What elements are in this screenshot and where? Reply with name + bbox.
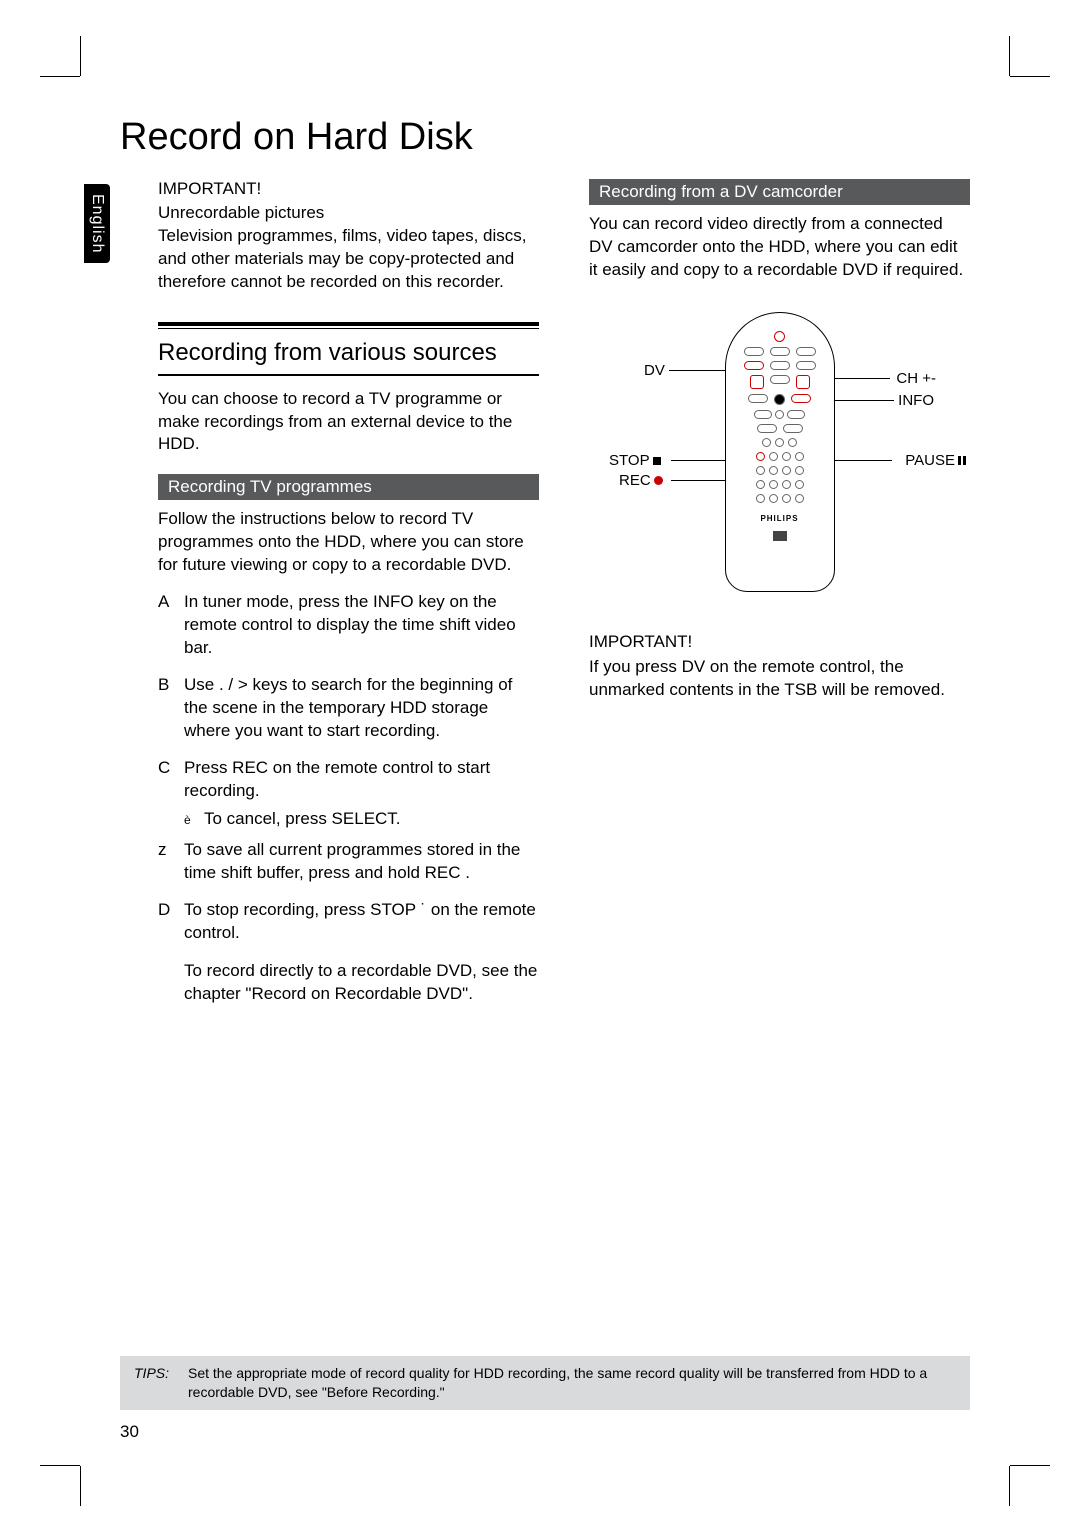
callout-pause: PAUSE bbox=[905, 452, 966, 469]
section-title: Recording from various sources bbox=[158, 339, 539, 368]
step-body: Use . / > keys to search for the beginni… bbox=[184, 674, 539, 743]
step-letter: A bbox=[158, 591, 184, 660]
record-direct-note: To record directly to a recordable DVD, … bbox=[184, 960, 539, 1006]
callout-dv: DV bbox=[644, 362, 665, 379]
step-z: z To save all current programmes stored … bbox=[158, 839, 539, 885]
dv-intro: You can record video directly from a con… bbox=[589, 213, 970, 282]
page-number: 30 bbox=[120, 1422, 139, 1442]
section-rule bbox=[158, 374, 539, 376]
stop-icon bbox=[653, 457, 661, 465]
step-letter: D bbox=[158, 899, 184, 945]
remote-brand: PHILIPS bbox=[760, 514, 798, 523]
remote-diagram: DV STOP REC CH +- INFO PAUSE bbox=[589, 312, 970, 612]
callout-ch: CH +- bbox=[896, 370, 936, 387]
section-rule bbox=[158, 322, 539, 326]
important-label: IMPORTANT! bbox=[158, 179, 539, 199]
step-list: A In tuner mode, press the INFO key on t… bbox=[158, 591, 539, 803]
content-columns: IMPORTANT! Unrecordable pictures Televis… bbox=[120, 179, 970, 1006]
crop-mark bbox=[1009, 1466, 1010, 1506]
step-c: C Press REC on the remote control to sta… bbox=[158, 757, 539, 803]
callout-rec: REC bbox=[619, 472, 663, 489]
arrow-icon: è bbox=[184, 809, 204, 829]
step-body: Press REC on the remote control to start… bbox=[184, 757, 539, 803]
step-body: To stop recording, press STOP ˙ on the r… bbox=[184, 899, 539, 945]
crop-mark bbox=[80, 1466, 81, 1506]
section-intro: You can choose to record a TV programme … bbox=[158, 388, 539, 457]
unrecordable-heading: Unrecordable pictures bbox=[158, 203, 539, 223]
step-d: D To stop recording, press STOP ˙ on the… bbox=[158, 899, 539, 945]
step-body: In tuner mode, press the INFO key on the… bbox=[184, 591, 539, 660]
page-title: Record on Hard Disk bbox=[120, 116, 970, 159]
step-b: B Use . / > keys to search for the begin… bbox=[158, 674, 539, 743]
pause-icon bbox=[958, 456, 966, 465]
remote-brand-box bbox=[773, 531, 787, 541]
important-label-right: IMPORTANT! bbox=[589, 632, 970, 652]
crop-mark bbox=[40, 76, 80, 77]
page-content: English Record on Hard Disk IMPORTANT! U… bbox=[80, 76, 1010, 1466]
grey-bar-recording-tv: Recording TV programmes bbox=[158, 474, 539, 500]
language-tab: English bbox=[84, 184, 110, 263]
step-c-sub: è To cancel, press SELECT. bbox=[184, 809, 539, 829]
crop-mark bbox=[1010, 1465, 1050, 1466]
step-letter: C bbox=[158, 757, 184, 803]
crop-mark bbox=[40, 1465, 80, 1466]
right-column: Recording from a DV camcorder You can re… bbox=[589, 179, 970, 1006]
crop-mark bbox=[80, 36, 81, 76]
tips-bar: TIPS: Set the appropriate mode of record… bbox=[120, 1356, 970, 1410]
step-body: To save all current programmes stored in… bbox=[184, 839, 539, 885]
tips-body: Set the appropriate mode of record quali… bbox=[188, 1365, 927, 1400]
rec-icon bbox=[654, 476, 663, 485]
tips-label: TIPS: bbox=[134, 1364, 169, 1383]
section-rule bbox=[158, 328, 539, 329]
step-list-2: z To save all current programmes stored … bbox=[158, 839, 539, 945]
remote-led bbox=[774, 331, 785, 342]
callout-stop: STOP bbox=[609, 452, 661, 469]
crop-mark bbox=[1010, 76, 1050, 77]
important-body-right: If you press DV on the remote control, t… bbox=[589, 656, 970, 702]
remote-body: PHILIPS bbox=[725, 312, 835, 592]
step-letter: B bbox=[158, 674, 184, 743]
unrecordable-body: Television programmes, films, video tape… bbox=[158, 225, 539, 294]
grey-bar-dv: Recording from a DV camcorder bbox=[589, 179, 970, 205]
grey-bar-intro: Follow the instructions below to record … bbox=[158, 508, 539, 577]
step-letter: z bbox=[158, 839, 184, 885]
callout-info: INFO bbox=[898, 392, 934, 409]
step-c-sub-text: To cancel, press SELECT. bbox=[204, 809, 401, 829]
step-a: A In tuner mode, press the INFO key on t… bbox=[158, 591, 539, 660]
left-column: IMPORTANT! Unrecordable pictures Televis… bbox=[120, 179, 539, 1006]
crop-mark bbox=[1009, 36, 1010, 76]
remote-buttons: PHILIPS bbox=[726, 313, 834, 541]
